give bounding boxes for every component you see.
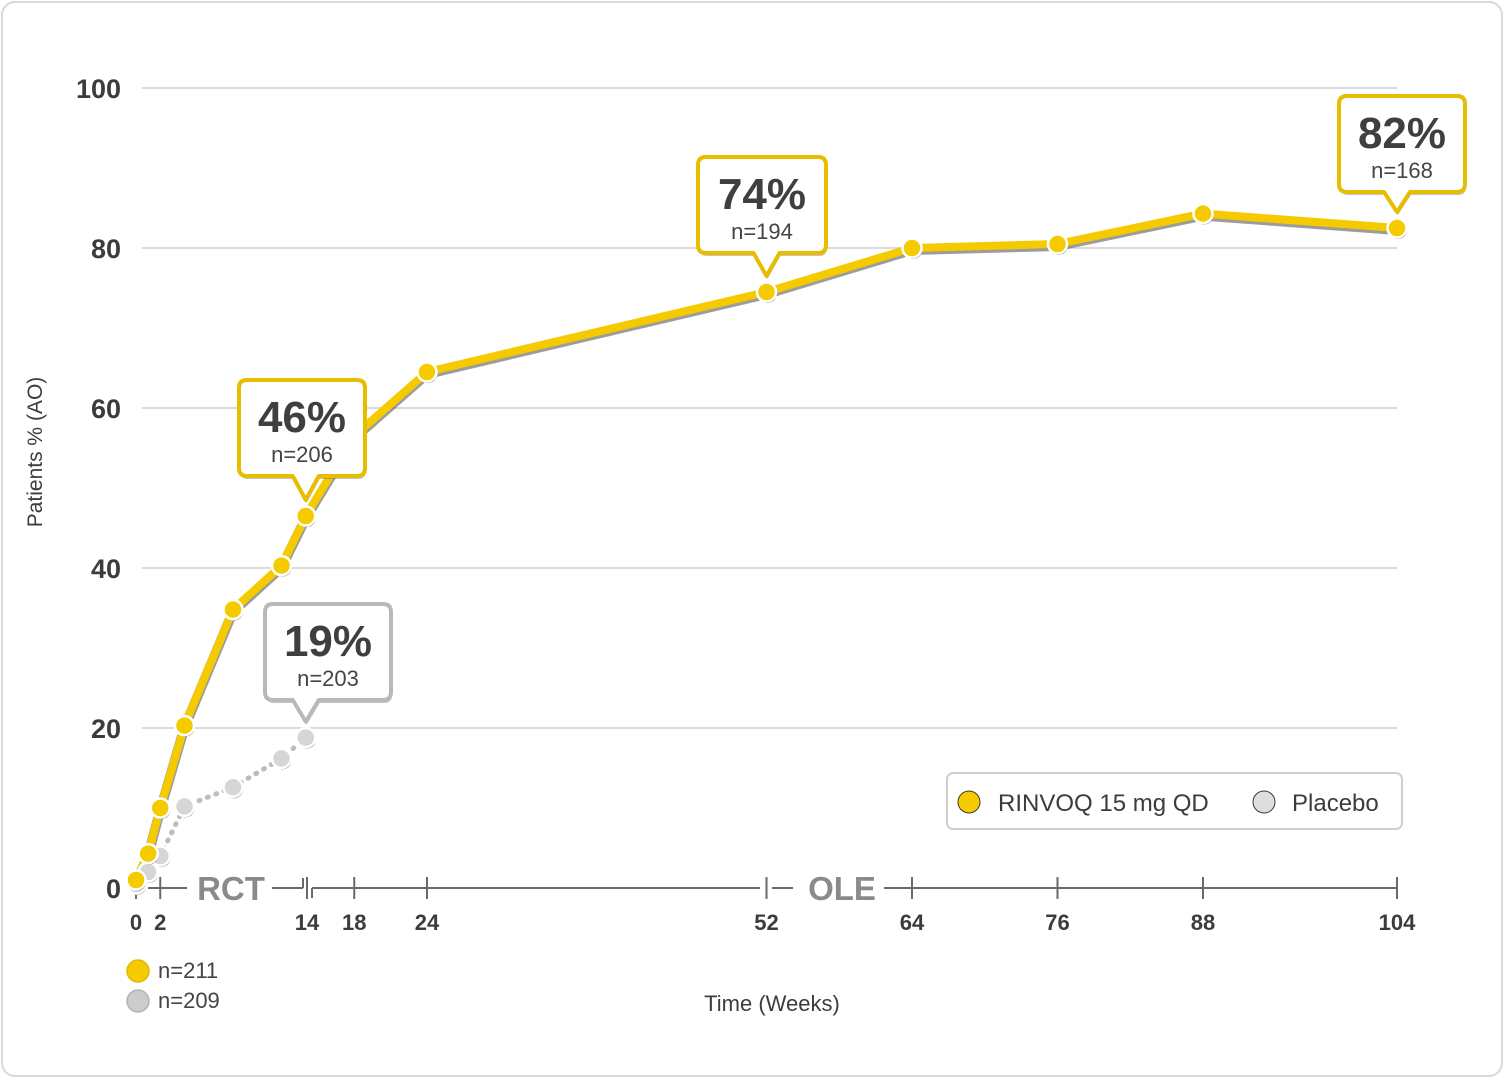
data-point-rinvoq-88 <box>1192 202 1214 225</box>
data-point-rinvoq-104 <box>1386 217 1408 239</box>
count-marker-rinvoq <box>126 959 150 983</box>
y-tick-label-60: 60 <box>91 394 121 424</box>
data-point-rinvoq-8 <box>222 598 244 621</box>
x-tick-label-24: 24 <box>415 910 440 935</box>
x-tick-label-2: 2 <box>154 910 166 935</box>
callout-box-19 <box>263 602 393 724</box>
x-tick-label-18: 18 <box>342 910 366 935</box>
y-tick-label-20: 20 <box>91 714 121 744</box>
data-point-rinvoq-1 <box>137 842 159 865</box>
callout-n-19: n=203 <box>297 666 359 691</box>
data-point-rinvoq-12 <box>270 554 293 577</box>
data-point-rinvoq-64 <box>901 237 923 259</box>
legend-marker-rinvoq <box>957 790 981 814</box>
x-tick-label-88: 88 <box>1191 910 1215 935</box>
data-point-rinvoq-4 <box>173 714 196 737</box>
y-tick-label-40: 40 <box>91 554 121 584</box>
y-tick-label-80: 80 <box>91 234 121 264</box>
data-point-placebo-12 <box>270 747 293 770</box>
data-point-placebo-8 <box>222 776 244 798</box>
phase-label-rct: RCT <box>197 870 265 907</box>
data-point-placebo-4 <box>173 795 196 818</box>
phase-label-ole: OLE <box>808 870 876 907</box>
x-tick-labels: 0 2 14 18 24 52 64 76 88 104 <box>130 910 1416 935</box>
x-tick-label-64: 64 <box>900 910 925 935</box>
x-tick-label-0: 0 <box>130 910 142 935</box>
callout-value-82: 82% <box>1358 109 1446 158</box>
count-label-rinvoq: n=211 <box>158 958 218 983</box>
data-point-rinvoq-52 <box>755 281 778 303</box>
legend-box <box>946 772 1403 830</box>
x-tick-label-52: 52 <box>754 910 778 935</box>
callout-n-46: n=206 <box>271 442 333 467</box>
x-axis-label: Time (Weeks) <box>704 991 840 1016</box>
callout-value-19: 19% <box>284 617 372 666</box>
data-point-rinvoq-0 <box>125 869 147 891</box>
x-tick-label-14: 14 <box>295 910 320 935</box>
callout-box-46 <box>237 378 367 502</box>
data-point-rinvoq-76 <box>1046 233 1069 255</box>
x-axis: RCT OLE <box>135 870 1398 907</box>
data-point-rinvoq-14 <box>295 505 317 527</box>
x-tick-label-104: 104 <box>1379 910 1416 935</box>
x-tick-label-76: 76 <box>1045 910 1069 935</box>
data-point-rinvoq-24 <box>416 361 438 383</box>
count-legend: n=211 n=209 <box>126 958 220 1013</box>
count-label-placebo: n=209 <box>158 988 220 1013</box>
legend: RINVOQ 15 mg QD Placebo <box>946 772 1403 830</box>
callout-n-74: n=194 <box>731 219 793 244</box>
callout-n-82: n=168 <box>1371 158 1433 183</box>
callout-value-74: 74% <box>718 170 806 219</box>
callout-box-82 <box>1337 94 1467 214</box>
y-axis-label: Patients % (AO) <box>24 377 47 528</box>
y-tick-labels: 0 20 40 60 80 100 <box>76 74 121 904</box>
legend-marker-placebo <box>1252 790 1276 814</box>
y-tick-label-0: 0 <box>106 874 121 904</box>
count-marker-placebo <box>126 989 150 1013</box>
data-point-rinvoq-2 <box>149 797 171 819</box>
data-point-placebo-14 <box>295 726 317 749</box>
legend-label-rinvoq: RINVOQ 15 mg QD <box>998 790 1209 817</box>
y-tick-label-100: 100 <box>76 74 121 104</box>
value-callouts: 46%n=206 74%n=194 82%n=168 19%n=203 <box>237 94 1467 725</box>
legend-label-placebo: Placebo <box>1292 790 1379 817</box>
callout-value-46: 46% <box>258 393 346 442</box>
callout-box-74 <box>696 155 828 278</box>
